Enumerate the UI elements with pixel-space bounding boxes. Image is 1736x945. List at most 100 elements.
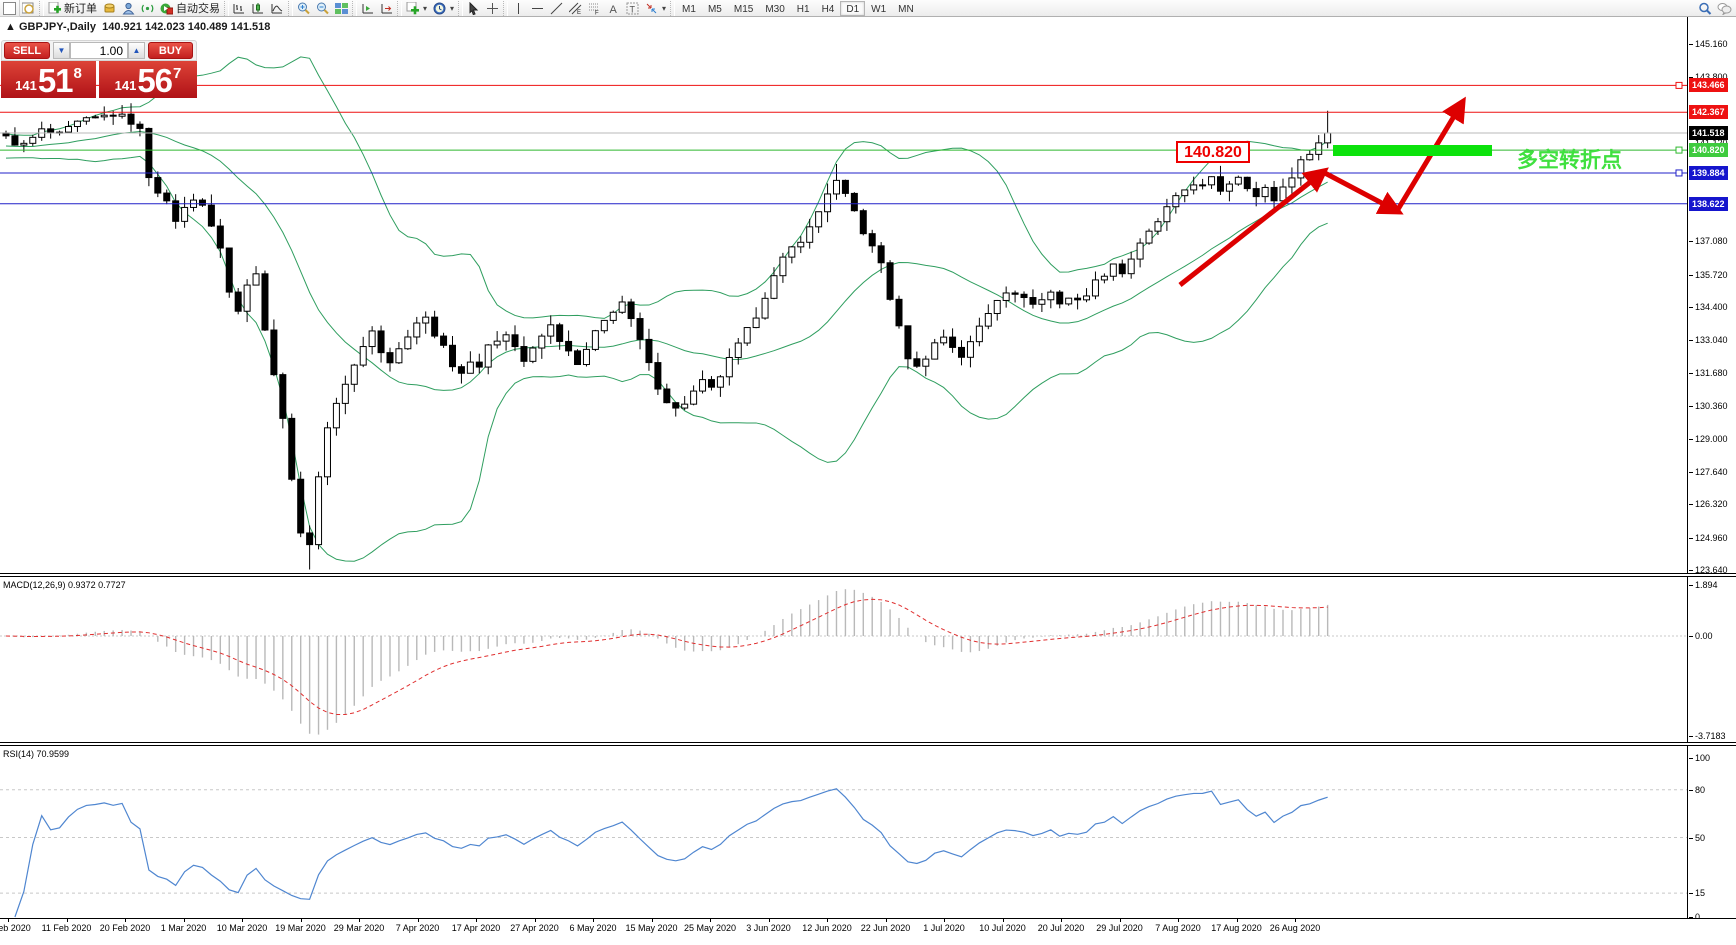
timeframe-h4[interactable]: H4 xyxy=(821,3,835,15)
new-order-label: 新订单 xyxy=(64,3,97,15)
text-icon: A xyxy=(607,2,620,15)
tile-windows-button[interactable] xyxy=(332,0,351,16)
history-button[interactable] xyxy=(100,0,119,16)
experts-button[interactable] xyxy=(119,0,138,16)
ohlc-low: 140.489 xyxy=(187,21,228,33)
timeframe-h1[interactable]: H1 xyxy=(796,3,810,15)
date-label: 12 Jun 2020 xyxy=(802,923,852,933)
date-label: 29 Mar 2020 xyxy=(333,923,385,933)
vertical-line-button[interactable] xyxy=(509,0,528,16)
timeframe-m5[interactable]: M5 xyxy=(707,3,722,15)
bid-sup: 8 xyxy=(73,65,82,82)
indicators-button[interactable]: ▾ xyxy=(403,0,430,16)
search-icon[interactable] xyxy=(1698,2,1712,15)
cursor-button[interactable] xyxy=(464,0,483,16)
signal-icon xyxy=(141,2,154,15)
charts-list-button[interactable] xyxy=(0,0,20,17)
sell-button[interactable]: SELL xyxy=(4,42,50,59)
macd-pane[interactable]: MACD(12,26,9) 0.9372 0.7727 xyxy=(0,577,1688,742)
text-label-icon: T xyxy=(626,2,639,15)
price-tick: 126.320 xyxy=(1689,499,1728,510)
pane-separator[interactable] xyxy=(0,742,1736,746)
price-badge: 138.622 xyxy=(1689,196,1728,211)
price-tick: 133.040 xyxy=(1689,335,1728,346)
timeframe-w1[interactable]: W1 xyxy=(871,3,887,15)
trendline-button[interactable] xyxy=(547,0,566,16)
fibonacci-button[interactable]: F xyxy=(585,0,604,16)
horizontal-line-button[interactable] xyxy=(528,0,547,16)
rsi-pane[interactable]: RSI(14) 70.9599 xyxy=(0,746,1688,918)
macd-tick: -3.7183 xyxy=(1689,731,1726,742)
date-axis[interactable]: 3 Feb 2020 11 Feb 2020 20 Feb 2020 1 Mar 20… xyxy=(0,918,1736,945)
volume-input[interactable]: 1.00 xyxy=(70,42,128,59)
candlestick-chart xyxy=(0,56,1687,570)
date-label: 1 Mar 2020 xyxy=(160,923,207,933)
zoom-in-button[interactable] xyxy=(294,0,313,16)
arrows-button[interactable]: ▾ xyxy=(642,0,669,16)
ask-price-box[interactable]: 141 56 7 xyxy=(99,61,197,98)
turning-point-bar[interactable] xyxy=(1333,145,1492,156)
text-label-button[interactable]: T xyxy=(623,0,642,16)
svg-text:E: E xyxy=(577,10,581,15)
bar-chart-button[interactable] xyxy=(230,0,249,16)
chart-shift-icon xyxy=(380,2,393,15)
line-chart-button[interactable] xyxy=(268,0,287,16)
date-label: 7 Apr 2020 xyxy=(395,923,440,933)
crosshair-button[interactable] xyxy=(483,0,502,16)
data-window-button[interactable] xyxy=(19,0,38,16)
price-callout-box[interactable]: 140.820 xyxy=(1176,141,1250,163)
date-label: 22 Jun 2020 xyxy=(860,923,911,933)
auto-scroll-button[interactable] xyxy=(358,0,377,16)
main-price-pane[interactable]: 140.820 多空转折点 xyxy=(0,17,1688,573)
zoom-out-button[interactable] xyxy=(313,0,332,16)
vertical-line-icon xyxy=(512,2,525,15)
new-order-icon xyxy=(48,1,61,15)
dropdown-arrow-icon: ▾ xyxy=(450,3,455,13)
date-label: 26 Aug 2020 xyxy=(1269,923,1321,933)
timeframe-m1[interactable]: M1 xyxy=(682,3,696,15)
date-label: 6 May 2020 xyxy=(569,923,617,933)
candle-chart-icon xyxy=(252,2,265,15)
buy-button[interactable]: BUY xyxy=(148,42,193,59)
pane-separator[interactable] xyxy=(0,573,1736,577)
zoom-out-icon xyxy=(316,2,329,15)
macd-label: MACD(12,26,9) 0.9372 0.7727 xyxy=(3,580,126,590)
date-label: 29 Jul 2020 xyxy=(1096,923,1143,933)
signals-button[interactable] xyxy=(138,0,157,16)
ask-big: 56 xyxy=(137,62,173,99)
new-order-button[interactable]: 新订单 xyxy=(45,0,100,16)
timeframe-d1[interactable]: D1 xyxy=(840,0,866,16)
timeframe-mn[interactable]: MN xyxy=(898,3,914,15)
price-tick: 124.960 xyxy=(1689,532,1728,543)
volume-decrease-button[interactable]: ▼ xyxy=(53,42,70,59)
date-label: 3 Jun 2020 xyxy=(746,923,791,933)
indicators-plus-icon xyxy=(406,1,419,15)
macd-tick: 1.894 xyxy=(1689,580,1718,591)
candle-chart-button[interactable] xyxy=(249,0,268,16)
zoom-in-icon xyxy=(297,2,310,15)
channel-button[interactable]: E xyxy=(566,0,585,16)
turning-point-label[interactable]: 多空转折点 xyxy=(1517,149,1622,172)
date-label: 3 Feb 2020 xyxy=(0,923,31,933)
price-tick: 130.360 xyxy=(1689,400,1728,411)
price-badge: 141.518 xyxy=(1689,126,1728,141)
timeframe-m15[interactable]: M15 xyxy=(733,3,754,15)
svg-text:T: T xyxy=(630,4,636,14)
text-button[interactable]: A xyxy=(604,0,623,16)
date-label: 15 May 2020 xyxy=(625,923,678,933)
bid-price-box[interactable]: 141 51 8 xyxy=(1,61,96,98)
chart-shift-button[interactable] xyxy=(377,0,396,16)
autotrading-button[interactable]: 自动交易 xyxy=(157,0,223,16)
volume-increase-button[interactable]: ▲ xyxy=(128,42,145,59)
trendline-icon xyxy=(550,2,563,15)
rsi-axis: 100 80 50 15 0 xyxy=(1688,746,1736,922)
rsi-tick: 100 xyxy=(1688,753,1711,763)
main-price-axis[interactable]: 145.160143.800142.440141.120139.760138.4… xyxy=(1688,17,1736,575)
periods-button[interactable]: ▾ xyxy=(430,0,457,16)
rsi-tick: 80 xyxy=(1688,784,1706,795)
date-label: 10 Mar 2020 xyxy=(216,923,268,933)
chat-icon[interactable] xyxy=(1717,2,1732,15)
macd-chart xyxy=(0,589,1687,735)
collapse-icon[interactable]: ▲ xyxy=(5,21,16,33)
timeframe-m30[interactable]: M30 xyxy=(765,3,785,15)
